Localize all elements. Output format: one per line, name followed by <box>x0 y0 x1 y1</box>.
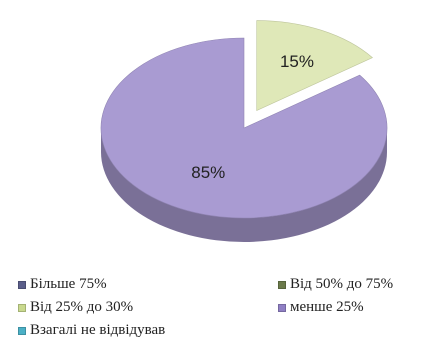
legend-swatch <box>18 303 26 312</box>
legend-swatch <box>278 303 286 312</box>
pie-data-label: 15% <box>280 52 314 71</box>
legend-item: Від 50% до 75% <box>278 276 393 293</box>
legend-swatch <box>18 326 26 335</box>
pie-slice-side <box>101 128 387 242</box>
legend-swatch <box>278 280 286 289</box>
legend-item: Від 25% до 30% <box>18 299 133 316</box>
legend-swatch <box>18 280 26 289</box>
legend-label: Більше 75% <box>30 276 107 292</box>
pie-slice <box>256 20 373 112</box>
pie-chart: 15% 85% <box>100 20 388 242</box>
legend-item: Більше 75% <box>18 276 107 293</box>
pie-slice <box>100 37 388 219</box>
pie-data-labels: 15% 85% <box>191 52 314 182</box>
pie-data-label: 85% <box>191 163 225 182</box>
legend-item: менше 25% <box>278 299 364 316</box>
legend-item: Взагалі не відвідував <box>18 322 165 339</box>
legend-label: менше 25% <box>290 299 364 315</box>
legend-label: Від 25% до 30% <box>30 299 134 315</box>
legend-label: Взагалі не відвідував <box>30 322 166 338</box>
legend-label: Від 50% до 75% <box>290 276 394 292</box>
pie-body <box>100 20 388 242</box>
